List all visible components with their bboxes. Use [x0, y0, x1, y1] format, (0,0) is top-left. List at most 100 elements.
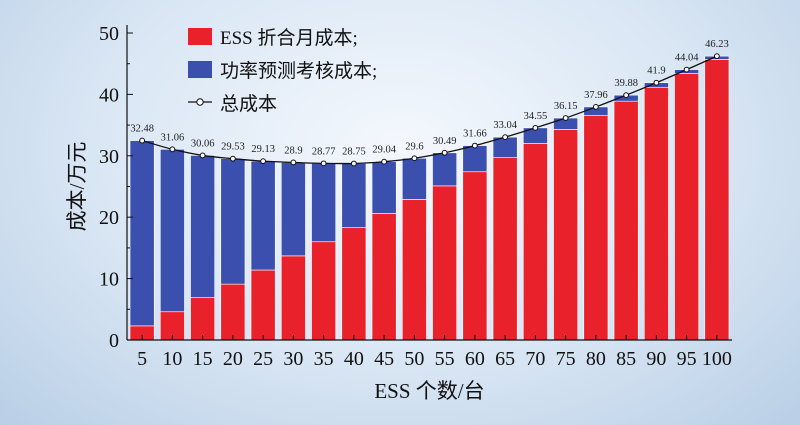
x-tick-label: 25	[253, 348, 273, 370]
bar-ess-monthly-cost	[553, 129, 579, 341]
total-cost-data-label: 30.06	[191, 138, 215, 149]
total-cost-point	[320, 160, 327, 167]
x-tick-label: 10	[162, 348, 182, 370]
x-tick-label: 5	[137, 348, 147, 370]
total-cost-data-label: 29.6	[405, 141, 423, 152]
total-cost-data-label: 41.9	[647, 66, 665, 77]
total-cost-data-label: 28.9	[284, 145, 302, 156]
total-cost-data-label: 37.96	[584, 90, 608, 101]
total-cost-data-label: 28.77	[312, 146, 336, 157]
bar-ess-monthly-cost	[432, 185, 458, 341]
total-cost-data-label: 33.04	[493, 120, 517, 131]
y-tick-label: 0	[109, 330, 119, 352]
bar-forecast-penalty-cost	[401, 157, 427, 200]
legend-swatch	[188, 28, 212, 45]
legend-label: ESS 折合月成本;	[220, 27, 358, 49]
total-cost-data-label: 31.06	[161, 132, 185, 143]
total-cost-point	[592, 104, 599, 110]
y-tick-label: 10	[99, 269, 119, 291]
x-tick-label: 55	[435, 348, 455, 370]
bar-ess-monthly-cost	[280, 255, 306, 341]
bar-ess-monthly-cost	[492, 157, 518, 341]
total-cost-data-label: 36.15	[554, 101, 578, 112]
x-tick-label: 50	[404, 348, 424, 370]
x-tick-label: 60	[465, 348, 485, 370]
total-cost-data-label: 30.49	[433, 136, 457, 147]
total-cost-point	[471, 142, 478, 149]
x-tick-label: 65	[495, 348, 515, 370]
total-cost-data-label: 44.04	[675, 53, 699, 64]
bars-layer	[129, 55, 730, 341]
x-tick-label: 90	[646, 348, 666, 370]
legend: ESS 折合月成本; 功率预测考核成本; 总成本	[188, 27, 377, 115]
total-cost-point	[532, 124, 539, 131]
bar-forecast-penalty-cost	[159, 148, 185, 313]
bar-forecast-penalty-cost	[432, 152, 458, 187]
legend-swatch	[188, 61, 212, 78]
bar-ess-monthly-cost	[401, 199, 427, 341]
total-cost-data-label: 34.55	[524, 111, 548, 122]
total-cost-data-label: 39.88	[614, 78, 638, 89]
total-cost-point	[713, 53, 720, 60]
bar-forecast-penalty-cost	[462, 145, 488, 173]
bar-ess-monthly-cost	[674, 73, 700, 341]
total-cost-point	[260, 158, 267, 165]
legend-label: 总成本	[220, 93, 277, 115]
total-cost-data-label: 31.66	[463, 129, 487, 140]
y-tick-label: 50	[99, 23, 119, 45]
x-tick-label: 80	[586, 348, 606, 370]
axes-layer: 0 10 20 30 40 50 5 10 15 20 25 30 35 40 45 50 55 60 65 70 75…	[65, 23, 732, 403]
x-tick-label: 40	[344, 348, 364, 370]
y-tick-label: 40	[99, 84, 119, 106]
total-cost-point	[653, 79, 660, 86]
bar-ess-monthly-cost	[704, 59, 730, 341]
x-tick-label: 85	[616, 348, 636, 370]
x-tick-label: 20	[223, 348, 243, 370]
bar-ess-monthly-cost	[583, 114, 609, 341]
legend-label: 功率预测考核成本;	[220, 60, 377, 82]
total-cost-point	[683, 66, 690, 73]
bar-ess-monthly-cost	[190, 297, 216, 341]
total-cost-data-label: 29.04	[372, 145, 396, 156]
bar-forecast-penalty-cost	[341, 163, 367, 228]
x-tick-label: 75	[556, 348, 576, 370]
bar-forecast-penalty-cost	[311, 163, 337, 243]
x-axis-title: ESS 个数/台	[374, 379, 484, 403]
total-cost-data-label: 29.13	[251, 144, 275, 155]
total-cost-data-label: 29.53	[221, 142, 245, 153]
bar-forecast-penalty-cost	[371, 161, 397, 214]
bar-ess-monthly-cost	[220, 283, 246, 341]
bar-ess-monthly-cost	[371, 213, 397, 341]
y-axis-title: 成本/万元	[65, 142, 89, 232]
bar-ess-monthly-cost	[250, 269, 276, 341]
total-cost-point	[562, 115, 569, 121]
total-cost-point	[411, 155, 418, 162]
total-cost-point	[502, 134, 509, 141]
total-cost-point	[139, 137, 146, 144]
total-cost-data-label: 28.75	[342, 146, 366, 157]
bar-ess-monthly-cost	[341, 227, 367, 341]
total-cost-point	[169, 146, 176, 153]
total-cost-point	[441, 149, 448, 156]
x-tick-label: 35	[314, 348, 334, 370]
total-cost-data-label: 32.48	[130, 124, 154, 135]
total-cost-point	[290, 159, 297, 166]
x-tick-label: 70	[525, 348, 545, 370]
x-tick-label: 100	[702, 348, 732, 370]
bar-ess-monthly-cost	[311, 241, 337, 341]
total-cost-line-layer: 32.48 31.06 30.06 29.53 29.13 28.9 28.77 28.75 2…	[130, 39, 729, 167]
total-cost-point	[199, 152, 206, 159]
bar-ess-monthly-cost	[613, 100, 639, 341]
total-cost-point	[229, 155, 236, 162]
bar-forecast-penalty-cost	[220, 158, 246, 285]
x-tick-label: 30	[283, 348, 303, 370]
total-cost-data-label: 46.23	[705, 39, 729, 50]
bar-ess-monthly-cost	[462, 171, 488, 341]
bar-ess-monthly-cost	[522, 143, 548, 341]
y-tick-label: 30	[99, 146, 119, 168]
bar-forecast-penalty-cost	[280, 162, 306, 257]
x-tick-label: 15	[193, 348, 213, 370]
x-tick-label: 95	[677, 348, 697, 370]
